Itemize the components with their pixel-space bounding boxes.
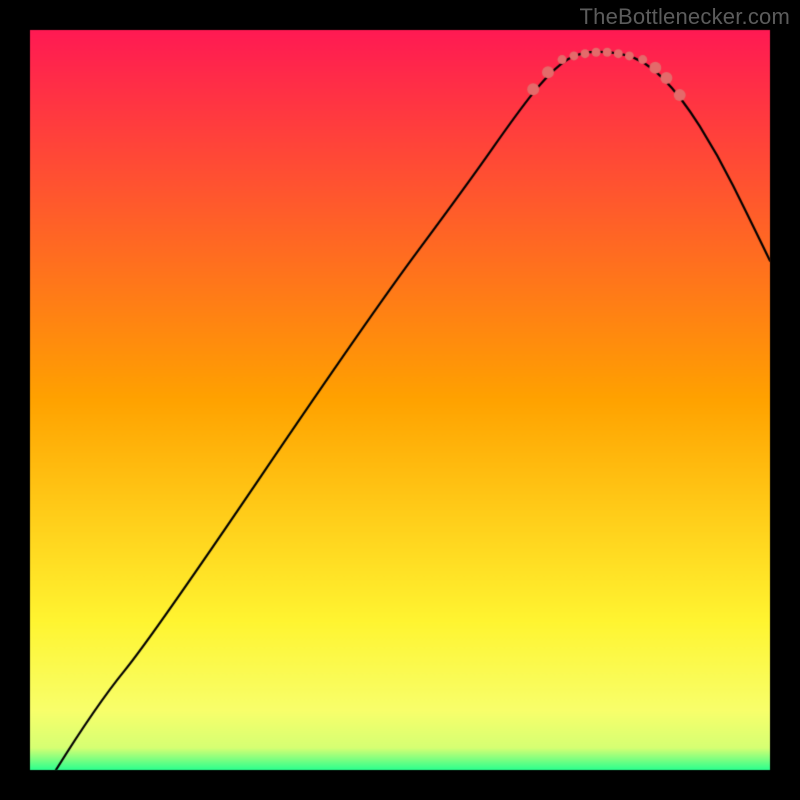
curve-canvas (0, 0, 800, 800)
chart-stage: TheBottlenecker.com (0, 0, 800, 800)
watermark-label: TheBottlenecker.com (580, 4, 790, 30)
